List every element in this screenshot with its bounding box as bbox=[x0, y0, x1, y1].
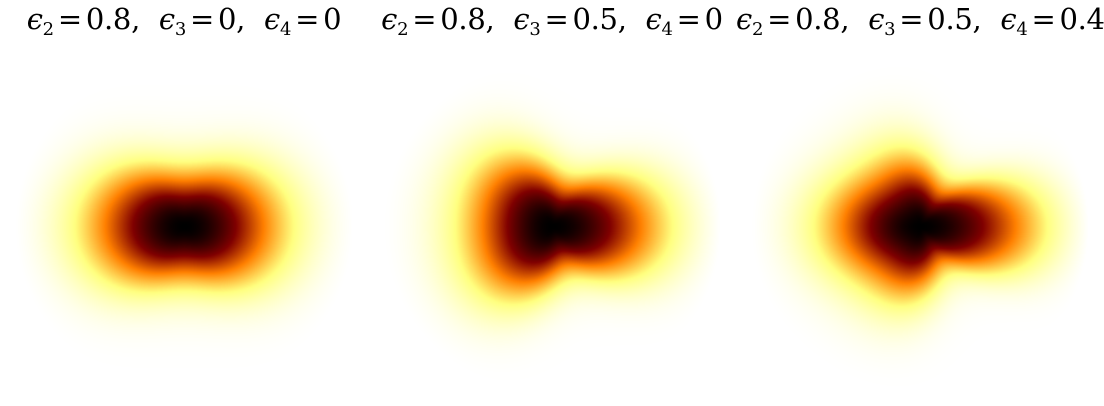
density-plot-2 bbox=[384, 50, 720, 402]
panel-1-title: ϵ2 = 0.8, ϵ3 = 0, ϵ4 = 0 bbox=[26, 2, 342, 40]
density-plot-1 bbox=[16, 50, 352, 402]
panel-3-title: ϵ2 = 0.8, ϵ3 = 0.5, ϵ4 = 0.4 bbox=[736, 2, 1104, 40]
panel-2: ϵ2 = 0.8, ϵ3 = 0.5, ϵ4 = 0 bbox=[368, 0, 736, 406]
panel-2-title: ϵ2 = 0.8, ϵ3 = 0.5, ϵ4 = 0 bbox=[381, 2, 723, 40]
panel-3: ϵ2 = 0.8, ϵ3 = 0.5, ϵ4 = 0.4 bbox=[736, 0, 1104, 406]
density-plot-3 bbox=[752, 50, 1088, 402]
panel-1: ϵ2 = 0.8, ϵ3 = 0, ϵ4 = 0 bbox=[0, 0, 368, 406]
